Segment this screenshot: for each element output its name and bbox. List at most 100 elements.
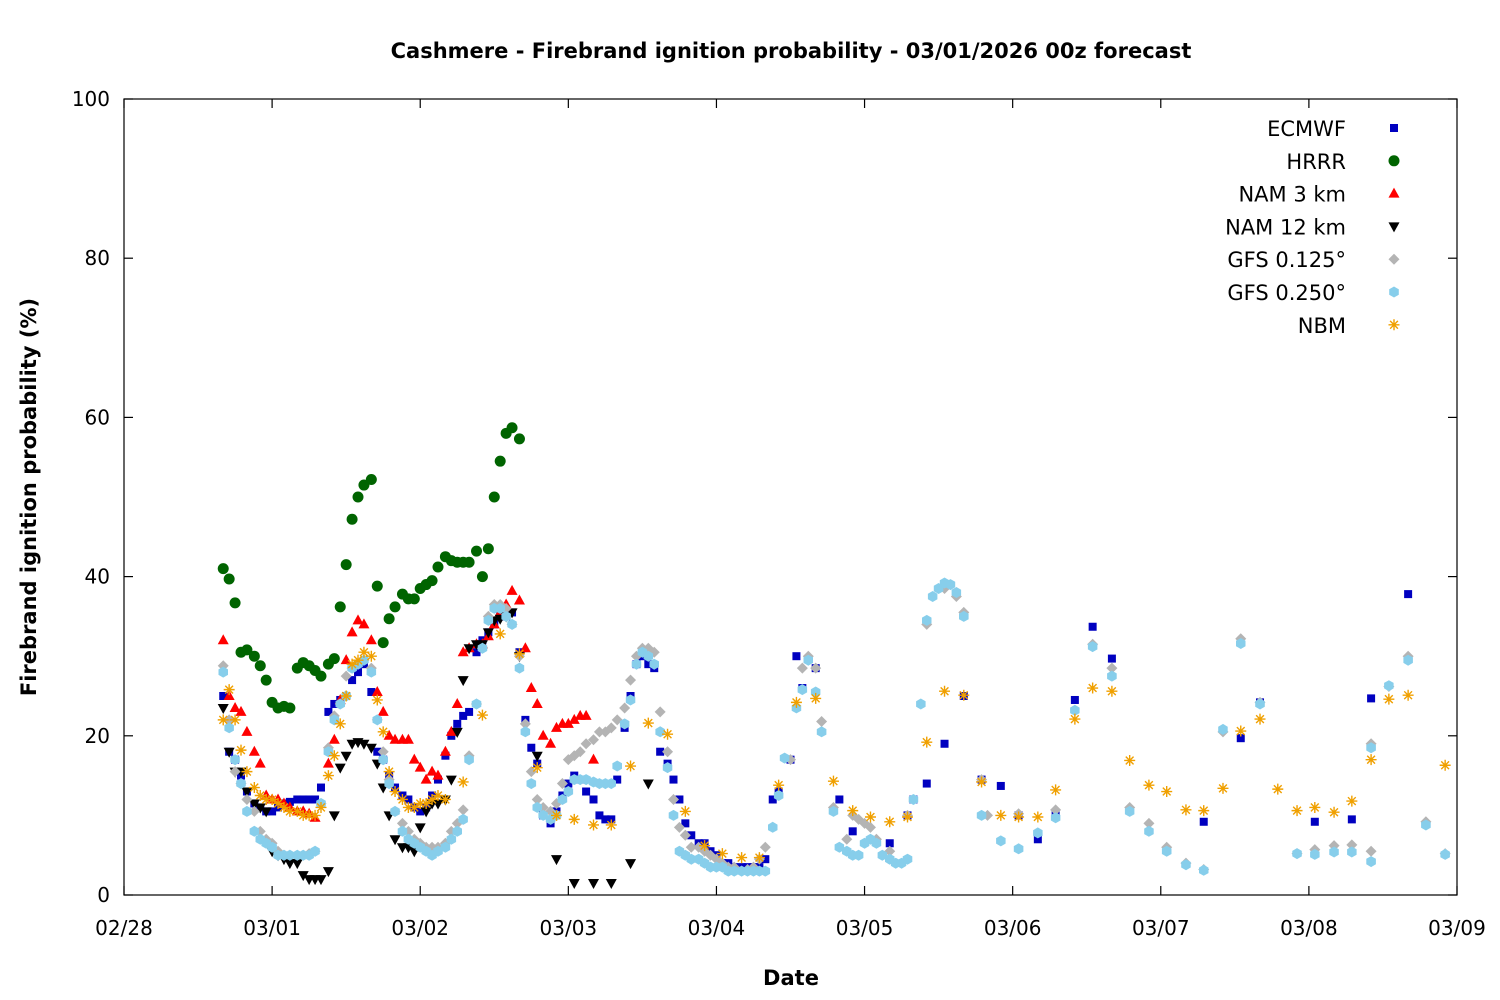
data-point (531, 697, 543, 708)
data-point (217, 703, 229, 714)
data-point (538, 809, 548, 821)
data-point (494, 628, 506, 640)
data-point (531, 751, 543, 762)
legend-marker (1388, 222, 1400, 233)
data-point (494, 455, 506, 467)
data-point (402, 801, 414, 813)
data-point (420, 773, 432, 784)
data-point (420, 797, 432, 809)
data-point (346, 658, 358, 670)
x-tick-label: 02/28 (95, 916, 153, 940)
data-point (588, 819, 600, 831)
data-point (439, 745, 451, 756)
data-point (796, 662, 808, 674)
data-point (810, 662, 822, 674)
data-point (284, 702, 296, 714)
data-point (1292, 848, 1302, 860)
data-point (588, 753, 600, 764)
data-point (377, 705, 389, 716)
data-point (402, 733, 414, 744)
x-axis-label: Date (763, 966, 819, 990)
legend-label: ECMWF (1267, 117, 1346, 141)
data-point (1310, 848, 1320, 860)
data-point (625, 760, 637, 772)
data-point (564, 779, 573, 788)
data-point (1384, 680, 1394, 692)
data-point (588, 879, 600, 890)
data-point (679, 829, 691, 841)
data-point (525, 766, 537, 778)
data-point (297, 809, 309, 821)
data-point (248, 799, 260, 810)
data-point (340, 559, 352, 571)
data-point (753, 852, 765, 864)
data-point (432, 790, 444, 801)
data-point (1032, 811, 1044, 823)
data-point (945, 579, 956, 591)
data-point (371, 580, 383, 592)
data-point (371, 686, 383, 697)
data-point (293, 795, 302, 804)
data-point (408, 593, 420, 605)
y-tick-label: 40 (85, 565, 110, 589)
data-point (451, 727, 463, 738)
data-point (556, 778, 568, 790)
data-point (217, 634, 229, 645)
data-point (316, 783, 325, 792)
data-point (463, 556, 475, 568)
data-point (607, 815, 616, 824)
legend-label: NAM 12 km (1225, 215, 1346, 239)
data-point (348, 676, 357, 685)
data-point (1069, 713, 1081, 725)
data-point (656, 747, 665, 756)
data-point (996, 781, 1005, 790)
data-point (217, 714, 229, 726)
data-point (864, 821, 876, 833)
data-point (619, 718, 630, 730)
data-point (219, 692, 228, 700)
data-point (644, 660, 653, 669)
data-point (335, 698, 345, 710)
data-point (346, 626, 358, 637)
data-point (334, 601, 346, 613)
data-point (1033, 835, 1042, 844)
data-point (951, 587, 962, 598)
data-point (1107, 670, 1117, 682)
data-point (773, 779, 785, 791)
data-point (229, 766, 241, 778)
data-point (619, 702, 631, 714)
series-nbm (217, 628, 1451, 864)
data-point (902, 811, 914, 823)
data-point (699, 840, 711, 852)
data-point (736, 852, 748, 864)
data-point (458, 813, 468, 825)
data-point (303, 809, 315, 821)
data-point (519, 718, 531, 730)
data-point (315, 670, 327, 682)
data-point (1404, 590, 1413, 599)
data-point (476, 571, 488, 583)
data-point (358, 646, 370, 658)
data-point (340, 690, 352, 702)
data-point (414, 761, 426, 772)
data-point (377, 746, 389, 758)
data-point (514, 662, 525, 674)
data-point (305, 795, 314, 804)
data-point (1235, 725, 1247, 737)
data-point (625, 674, 637, 686)
x-tick-label: 03/09 (1428, 916, 1486, 940)
data-point (241, 725, 253, 736)
data-point (329, 714, 340, 726)
data-point (520, 726, 531, 738)
data-point (328, 811, 340, 822)
data-point (334, 763, 346, 774)
data-point (877, 849, 888, 861)
data-point (1403, 654, 1413, 666)
data-point (1106, 662, 1118, 674)
data-point (1050, 784, 1062, 796)
data-point (322, 867, 334, 878)
data-point (1309, 801, 1321, 813)
data-point (299, 795, 308, 804)
data-point (217, 563, 229, 575)
data-point (1106, 685, 1118, 697)
